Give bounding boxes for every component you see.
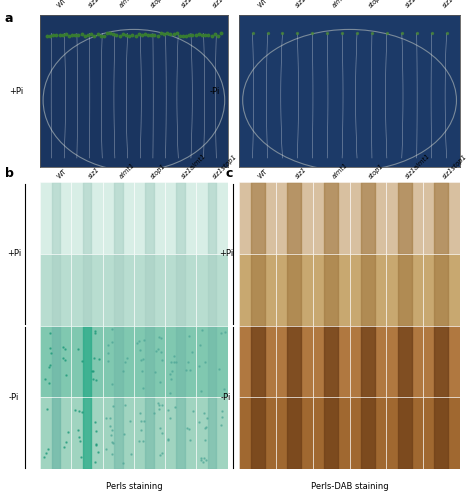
Text: almt1: almt1 (331, 162, 349, 180)
Bar (145, 326, 154, 397)
Text: Perls-DAB staining: Perls-DAB staining (311, 482, 388, 491)
Text: siz1: siz1 (87, 0, 100, 9)
Text: stop1: stop1 (149, 0, 167, 9)
Bar (324, 254, 338, 326)
Text: -Pi: -Pi (209, 86, 219, 96)
Bar (398, 254, 411, 326)
Bar (145, 182, 154, 254)
Bar (251, 397, 264, 469)
Bar (251, 182, 264, 254)
Text: WT: WT (56, 0, 68, 9)
Text: almt1: almt1 (118, 162, 136, 180)
Text: siz1stop1: siz1stop1 (212, 153, 239, 180)
Text: siz1stop1: siz1stop1 (441, 0, 468, 9)
Bar (114, 397, 123, 469)
Bar (251, 326, 264, 397)
Text: a: a (5, 12, 13, 25)
Bar (176, 326, 185, 397)
Text: almt1: almt1 (331, 0, 349, 9)
Bar (251, 254, 264, 326)
Bar (324, 326, 338, 397)
Text: stop1: stop1 (149, 162, 167, 180)
Bar (114, 326, 123, 397)
Text: siz1almt1: siz1almt1 (405, 153, 432, 180)
Bar (52, 397, 60, 469)
Bar (208, 397, 216, 469)
Bar (52, 182, 60, 254)
Text: -Pi: -Pi (9, 393, 19, 402)
Bar (176, 397, 185, 469)
Bar (176, 182, 185, 254)
Bar (145, 254, 154, 326)
Bar (208, 254, 216, 326)
Bar (83, 182, 91, 254)
Text: siz1almt1: siz1almt1 (405, 0, 432, 9)
Bar (361, 326, 375, 397)
Bar (83, 326, 91, 397)
Text: Perls staining: Perls staining (106, 482, 162, 491)
Text: stop1: stop1 (368, 0, 385, 9)
Text: siz1: siz1 (87, 166, 100, 180)
Bar (435, 182, 448, 254)
Text: c: c (225, 167, 233, 180)
Bar (208, 326, 216, 397)
Text: +Pi: +Pi (9, 86, 23, 96)
Text: siz1: siz1 (294, 166, 308, 180)
Bar (361, 397, 375, 469)
Text: WT: WT (258, 168, 270, 180)
Text: siz1stop1: siz1stop1 (212, 0, 239, 9)
Text: -Pi: -Pi (221, 393, 231, 402)
Text: stop1: stop1 (368, 162, 385, 180)
Bar (361, 182, 375, 254)
Text: WT: WT (258, 0, 270, 9)
Text: +Pi: +Pi (7, 250, 21, 258)
Bar (288, 397, 301, 469)
Bar (288, 326, 301, 397)
Bar (324, 397, 338, 469)
Bar (83, 254, 91, 326)
Bar (435, 254, 448, 326)
Text: WT: WT (56, 168, 68, 180)
Bar (398, 326, 411, 397)
Bar (324, 182, 338, 254)
Bar (435, 326, 448, 397)
Bar (52, 326, 60, 397)
Bar (398, 182, 411, 254)
Bar (114, 254, 123, 326)
Bar (83, 397, 91, 469)
Bar (208, 182, 216, 254)
Text: siz1almt1: siz1almt1 (181, 153, 208, 180)
Bar (145, 397, 154, 469)
Bar (398, 397, 411, 469)
Bar (114, 182, 123, 254)
Text: siz1stop1: siz1stop1 (441, 153, 468, 180)
Bar (176, 254, 185, 326)
Text: almt1: almt1 (118, 0, 136, 9)
Text: +Pi: +Pi (219, 250, 233, 258)
Bar (435, 397, 448, 469)
Text: b: b (5, 167, 14, 180)
Bar (52, 254, 60, 326)
Bar (288, 254, 301, 326)
Text: siz1: siz1 (294, 0, 308, 9)
Text: siz1almt1: siz1almt1 (181, 0, 208, 9)
Bar (288, 182, 301, 254)
Bar (361, 254, 375, 326)
